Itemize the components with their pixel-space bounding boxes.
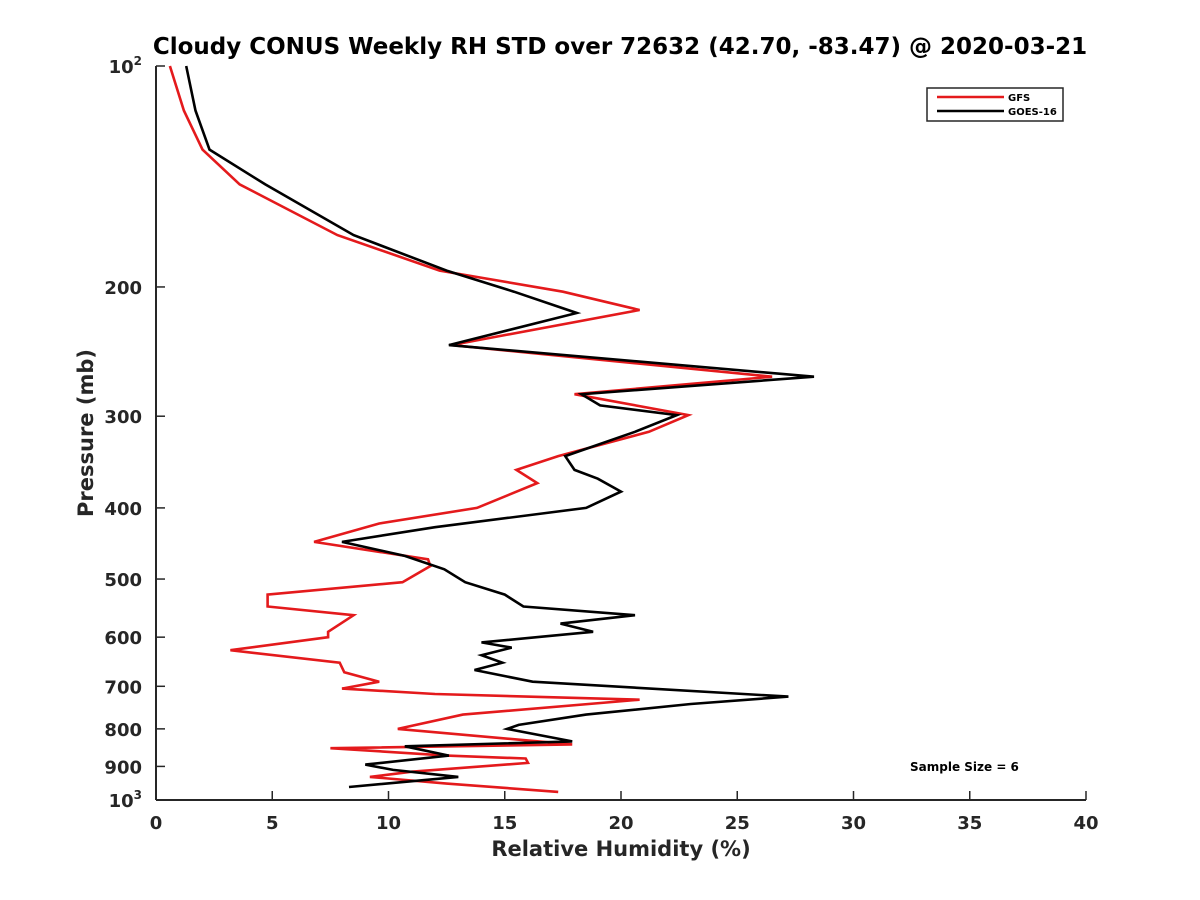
chart-title: Cloudy CONUS Weekly RH STD over 72632 (4… [153,34,1087,60]
y-tick-label: 102 [109,54,142,78]
legend-label-gfs: GFS [1008,93,1030,104]
x-tick-label: 40 [1073,813,1098,834]
y-tick-label: 103 [109,788,142,812]
x-tick-label: 30 [841,813,866,834]
legend-label-goes16: GOES-16 [1008,107,1057,118]
series-line-goes16 [184,65,815,789]
y-tick-label: 500 [104,570,142,591]
y-tick-label: 400 [104,499,142,520]
y-tick-label: 900 [104,757,142,778]
y-tick-label: 200 [104,278,142,299]
series-line-gfs [168,65,773,794]
x-tick-label: 0 [150,813,163,834]
sample-size-annotation: Sample Size = 6 [910,760,1019,774]
y-tick-label: 600 [104,628,142,649]
x-axis-label: Relative Humidity (%) [491,837,750,861]
y-ticks: 102 200 300 400 500 600 700 800 900 103 [104,54,165,812]
y-tick-label: 300 [104,407,142,428]
series-layer [168,65,815,794]
y-axis-label: Pressure (mb) [74,349,98,517]
x-tick-label: 20 [608,813,633,834]
y-tick-label: 800 [104,720,142,741]
x-tick-label: 5 [266,813,279,834]
x-tick-label: 35 [957,813,982,834]
x-tick-label: 15 [492,813,517,834]
x-ticks: 0 5 10 15 20 25 30 35 40 [150,791,1099,834]
x-tick-label: 25 [725,813,750,834]
legend: GFS GOES-16 [926,87,1064,122]
y-tick-label: 700 [104,677,142,698]
x-tick-label: 10 [376,813,401,834]
legend-box [926,87,1064,122]
